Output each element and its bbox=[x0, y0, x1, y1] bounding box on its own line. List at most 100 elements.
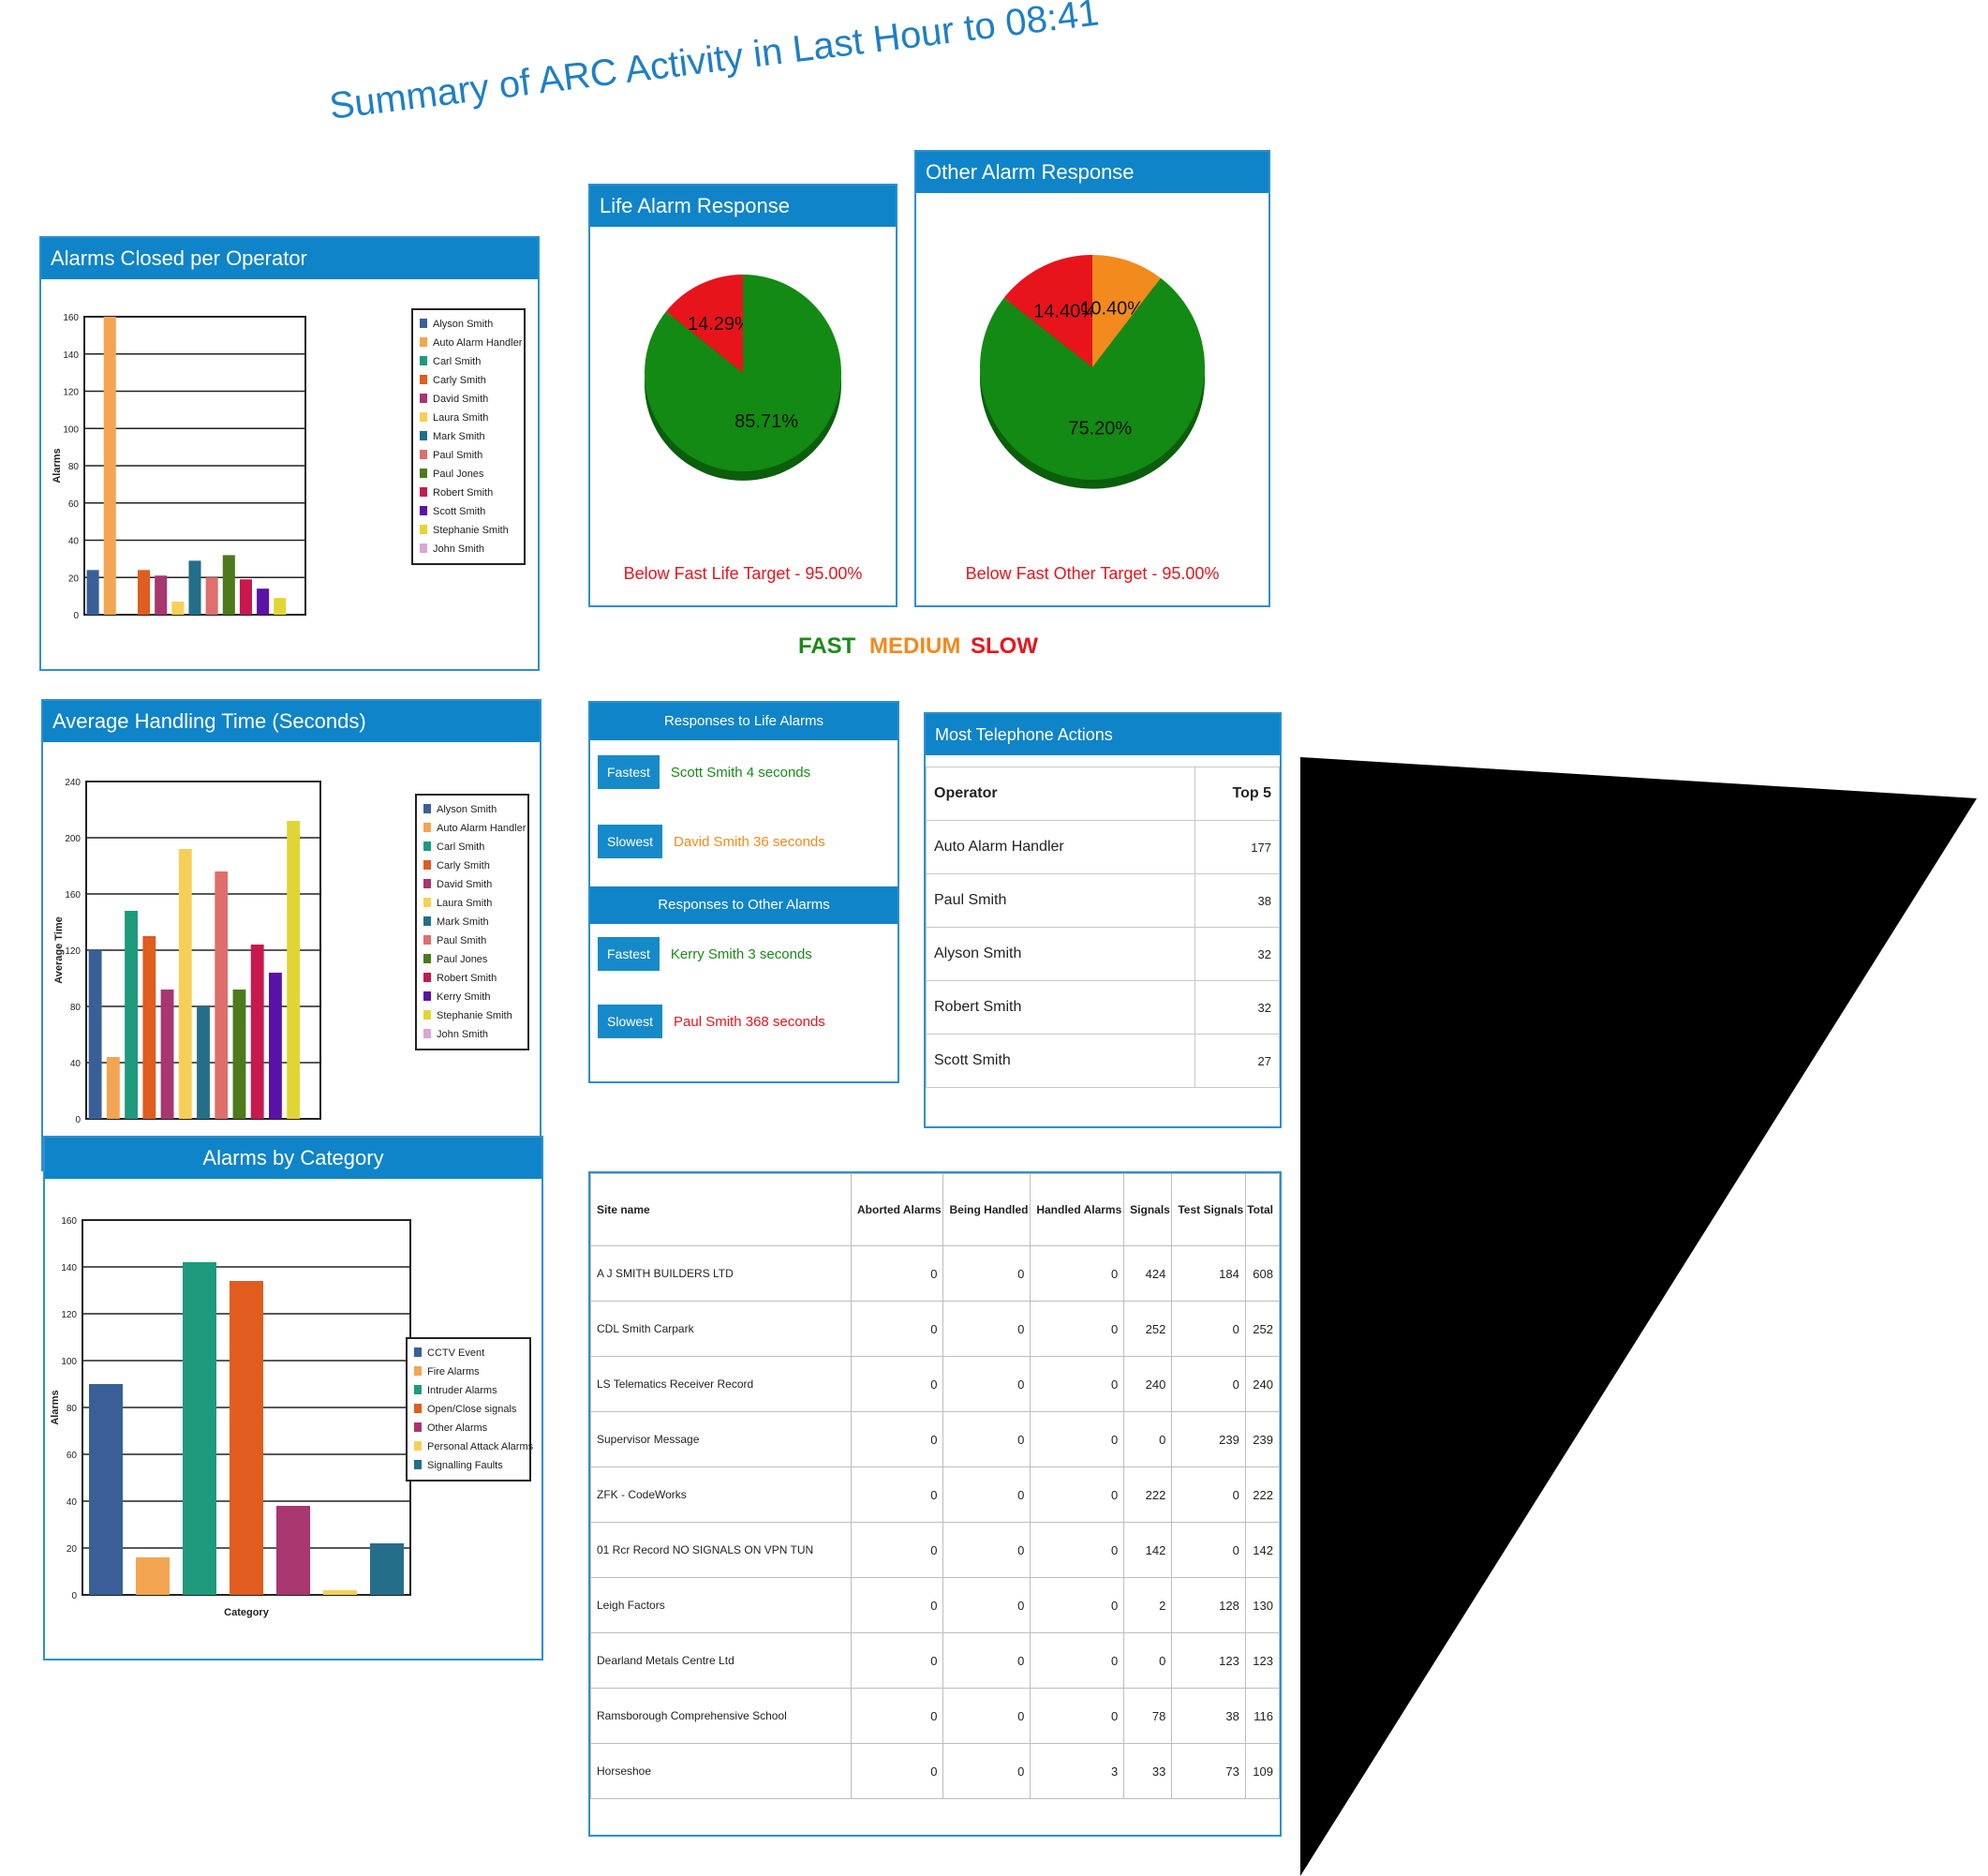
site-value-cell: 0 bbox=[850, 1245, 944, 1302]
bar bbox=[155, 575, 168, 615]
legend-item: Open/Close signals bbox=[427, 1404, 517, 1415]
legend-item: Laura Smith bbox=[433, 412, 488, 424]
life-slowest-row: Slowest David Smith 36 seconds bbox=[598, 825, 825, 858]
legend-item: Paul Smith bbox=[433, 450, 482, 461]
pie-label: 14.40% bbox=[1033, 302, 1097, 322]
y-tick-label: 120 bbox=[61, 1310, 77, 1320]
bar bbox=[125, 911, 138, 1119]
y-axis-label: Alarms bbox=[50, 1390, 61, 1424]
operator-cell: Scott Smith bbox=[926, 1034, 1195, 1088]
y-tick-label: 20 bbox=[68, 573, 80, 584]
pie-label: 14.29% bbox=[688, 314, 751, 335]
site-value-cell: 0 bbox=[942, 1301, 1031, 1357]
legend-item: Carly Smith bbox=[433, 375, 486, 386]
legend-item: David Smith bbox=[437, 879, 492, 890]
key-fast: FAST bbox=[798, 633, 856, 659]
site-value-cell: 0 bbox=[1171, 1301, 1246, 1357]
legend-box bbox=[415, 794, 529, 1050]
bar bbox=[183, 1262, 216, 1595]
alarms-closed-panel: Alarms Closed per Operator 0 20 40 60 80 100 1… bbox=[39, 236, 540, 671]
bar bbox=[160, 990, 174, 1119]
table-row: Supervisor Message 0 0 0 0 239 239 bbox=[590, 1411, 1281, 1467]
bar bbox=[257, 588, 270, 615]
legend-swatch bbox=[420, 356, 427, 365]
life-responses-title: Responses to Life Alarms bbox=[590, 703, 898, 740]
legend-item: Personal Attack Alarms bbox=[427, 1441, 534, 1452]
legend-swatch bbox=[423, 973, 431, 982]
other-response-pie: 14.40%10.40% 75.20% bbox=[980, 255, 1205, 489]
pie-slice bbox=[1092, 255, 1161, 367]
site-name-cell: ZFK - CodeWorks bbox=[590, 1467, 852, 1523]
site-name-cell: Ramsborough Comprehensive School bbox=[590, 1688, 852, 1744]
responses-panel: Responses to Life Alarms Fastest Scott S… bbox=[588, 701, 899, 1083]
legend-swatch bbox=[420, 375, 427, 384]
table-row: Paul Smith 38 bbox=[926, 873, 1280, 928]
site-value-cell: 252 bbox=[1244, 1301, 1281, 1357]
site-name-cell: CDL Smith Carpark bbox=[590, 1301, 852, 1357]
y-tick-label: 140 bbox=[63, 350, 79, 361]
bar bbox=[106, 1057, 120, 1119]
other-response-title: Other Alarm Response bbox=[916, 152, 1268, 193]
site-value-cell: 0 bbox=[1171, 1356, 1246, 1412]
legend-item: Fire Alarms bbox=[427, 1366, 480, 1377]
y-axis-label: Average Time bbox=[53, 916, 65, 984]
site-value-cell: 0 bbox=[1030, 1467, 1125, 1523]
bar bbox=[171, 602, 185, 615]
y-tick-label: 160 bbox=[63, 313, 79, 323]
site-value-cell: 123 bbox=[1244, 1632, 1281, 1689]
legend-item: Paul Jones bbox=[437, 954, 488, 965]
legend-item: Kerry Smith bbox=[437, 991, 490, 1003]
site-value-cell: 0 bbox=[850, 1577, 944, 1633]
site-value-cell: 0 bbox=[942, 1356, 1031, 1412]
pie-label: 10.40% bbox=[1080, 298, 1144, 319]
bar bbox=[89, 1384, 123, 1595]
legend-swatch bbox=[420, 450, 427, 459]
site-name-cell: Dearland Metals Centre Ltd bbox=[590, 1632, 852, 1689]
site-value-cell: 142 bbox=[1244, 1522, 1281, 1578]
value-cell: 32 bbox=[1194, 927, 1280, 981]
bar bbox=[239, 579, 252, 615]
site-name-cell: Supervisor Message bbox=[590, 1411, 852, 1467]
y-tick-label: 120 bbox=[65, 946, 81, 957]
being-handled-header: Being Handled bbox=[942, 1173, 1031, 1246]
life-response-pie: 14.29% 85.71% bbox=[645, 275, 841, 481]
avg-handling-title: Average Handling Time (Seconds) bbox=[43, 701, 540, 742]
bar bbox=[232, 990, 246, 1119]
legend-item: Other Alarms bbox=[427, 1422, 488, 1434]
y-tick-label: 0 bbox=[71, 1591, 77, 1601]
value-cell: 27 bbox=[1194, 1034, 1280, 1088]
other-responses-title: Responses to Other Alarms bbox=[590, 886, 898, 924]
site-value-cell: 130 bbox=[1244, 1577, 1281, 1633]
legend-item: Mark Smith bbox=[433, 431, 485, 442]
legend-swatch bbox=[423, 823, 431, 832]
y-tick-label: 40 bbox=[67, 1497, 78, 1508]
other-slowest-text: Paul Smith 368 seconds bbox=[674, 1013, 825, 1030]
site-value-cell: 0 bbox=[942, 1688, 1031, 1744]
site-value-cell: 78 bbox=[1123, 1688, 1173, 1744]
avg-handling-panel: Average Handling Time (Seconds) 0 40 80 120… bbox=[41, 699, 542, 1171]
fastest-badge: Fastest bbox=[598, 937, 660, 971]
other-response-note: Below Fast Other Target - 95.00% bbox=[965, 564, 1220, 583]
site-value-cell: 0 bbox=[1030, 1522, 1125, 1578]
legend-item: Auto Alarm Handler bbox=[433, 337, 523, 349]
table-row: LS Telematics Receiver Record 0 0 0 240 0 240 bbox=[590, 1356, 1281, 1412]
site-value-cell: 0 bbox=[850, 1743, 944, 1799]
pie-slice bbox=[645, 275, 841, 471]
legend-item: David Smith bbox=[433, 394, 488, 405]
site-value-cell: 38 bbox=[1171, 1688, 1246, 1744]
site-value-cell: 3 bbox=[1030, 1743, 1125, 1799]
legend-item: Alyson Smith bbox=[437, 804, 497, 815]
table-row: Robert Smith 32 bbox=[926, 980, 1280, 1035]
legend-swatch bbox=[420, 469, 427, 478]
legend-swatch bbox=[423, 841, 431, 851]
site-value-cell: 0 bbox=[942, 1522, 1031, 1578]
site-value-cell: 184 bbox=[1171, 1245, 1246, 1302]
site-name-header: Site name bbox=[590, 1173, 852, 1246]
y-tick-label: 240 bbox=[65, 778, 81, 788]
site-value-cell: 0 bbox=[942, 1467, 1031, 1523]
site-value-cell: 0 bbox=[1030, 1411, 1125, 1467]
legend-swatch bbox=[420, 337, 427, 347]
life-slowest-text: David Smith 36 seconds bbox=[674, 833, 825, 850]
legend-swatch bbox=[423, 916, 431, 926]
table-row: Alyson Smith 32 bbox=[926, 927, 1280, 981]
